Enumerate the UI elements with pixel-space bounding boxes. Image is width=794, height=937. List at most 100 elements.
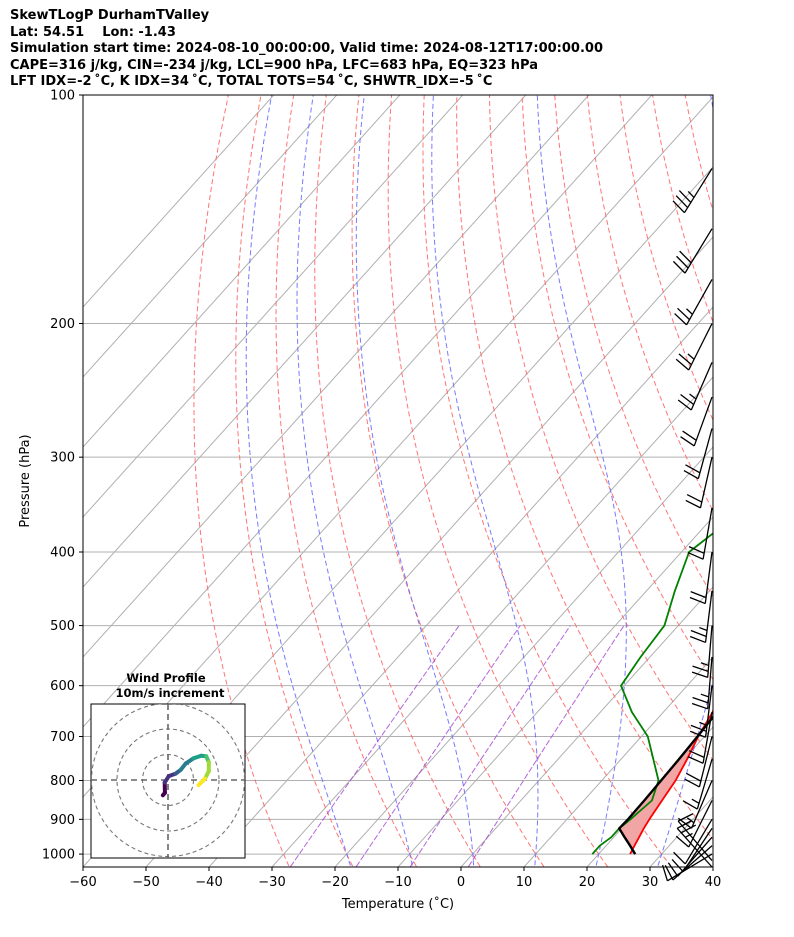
x-tick-label: 20 (579, 875, 596, 890)
chart-header: SkewTLogP DurhamTValley Lat: 54.51 Lon: -… (10, 8, 603, 91)
wind-barb-flag (676, 255, 689, 269)
wind-barb-flag (664, 864, 674, 881)
dry-adiabat-line (521, 95, 713, 681)
wind-barb-flag (691, 702, 708, 710)
x-tick-label: −60 (69, 875, 96, 890)
wind-barb-flag (683, 470, 699, 480)
wind-barb-flag (692, 696, 709, 704)
wind-barb-flag (678, 190, 692, 203)
wind-barb (672, 168, 713, 214)
wind-barb-staff (704, 590, 713, 643)
x-tick-label: −10 (384, 875, 411, 890)
dry-adiabat-line (619, 95, 713, 422)
wind-barb-staff (704, 551, 713, 604)
hodograph-subtitle: 10m/s increment (116, 686, 225, 700)
moist-adiabat-line (717, 78, 794, 873)
indices-line-2: LFT IDX=-2 ˚C, K IDX=34 ˚C, TOTAL TOTS=5… (10, 74, 493, 89)
wind-barb-flag (673, 851, 686, 865)
wind-barb-flag (691, 671, 708, 679)
wind-barb-half-flag (687, 191, 695, 198)
wind-barb (687, 711, 713, 764)
wind-barb (674, 279, 713, 326)
wind-barb-flag (672, 260, 686, 274)
wind-barb-staff (684, 819, 713, 865)
wind-barb-half-flag (686, 308, 693, 315)
wind-barb-staff (683, 168, 713, 214)
wind-barb-staff (693, 396, 713, 447)
y-tick-label: 800 (50, 774, 75, 789)
dry-adiabat-line (652, 95, 713, 324)
wind-barb-half-flag (699, 721, 708, 726)
wind-barb-flag (688, 750, 705, 758)
y-tick-label: 600 (50, 679, 75, 694)
parcel-profile-line (618, 715, 713, 855)
isotherm-line (83, 95, 590, 658)
cape-area (700, 710, 713, 733)
y-tick-label: 700 (50, 730, 75, 745)
wind-barb (687, 507, 713, 560)
wind-barb-flag (672, 200, 685, 214)
x-tick-label: −30 (258, 875, 285, 890)
wind-barb-staff (704, 685, 713, 738)
dry-adiabat-line (351, 95, 545, 867)
wind-barb (680, 396, 713, 447)
wind-barb-flag (682, 800, 698, 810)
wind-barb (675, 800, 713, 848)
wind-barb-flag (675, 358, 690, 371)
dry-adiabat-line (193, 95, 290, 867)
wind-barb-staff (707, 625, 713, 678)
wind-barb-staff (677, 820, 713, 862)
wind-barb (691, 625, 713, 679)
wind-barb-flag (679, 250, 692, 264)
wind-barb-flag (677, 307, 690, 321)
time-line: Simulation start time: 2024-08-10_00:00:… (10, 41, 603, 56)
isotherm-line (523, 656, 713, 867)
isotherm-line (460, 586, 713, 867)
dry-adiabat-line (714, 78, 794, 873)
wind-barb-flag (687, 756, 704, 764)
wind-barb-staff (690, 780, 713, 829)
wind-barb-half-flag (687, 353, 695, 360)
y-tick-label: 900 (50, 813, 75, 828)
moist-adiabat-line (296, 95, 414, 867)
wind-barb (685, 457, 713, 509)
hodograph-plot (91, 704, 245, 858)
wind-barb (672, 228, 713, 274)
title-line: SkewTLogP DurhamTValley (10, 8, 210, 23)
wind-barb-flag (678, 353, 692, 366)
wind-barb-flag (690, 724, 707, 732)
isotherm-line (712, 866, 713, 867)
isotherm-line (145, 236, 713, 867)
mixing-ratio-line (289, 625, 460, 867)
isotherm-line (271, 376, 713, 867)
wind-barb-staff (688, 800, 713, 848)
wind-barb (677, 780, 713, 829)
moist-adiabat-line (245, 95, 352, 867)
wind-barb-staff (696, 759, 713, 810)
wind-barb-flag (689, 635, 706, 644)
wind-barb-flag (675, 835, 690, 848)
moist-adiabat-line (431, 95, 539, 867)
wind-barb-flag (680, 824, 697, 834)
mixing-ratio-line (355, 625, 521, 867)
wind-barb-staff (682, 828, 713, 872)
wind-barb (689, 685, 713, 738)
dry-adiabat-line (314, 95, 481, 867)
y-tick-label: 400 (50, 546, 75, 561)
wind-barb (671, 828, 713, 873)
dry-adiabat-line (275, 95, 418, 867)
dry-adiabat-line (779, 78, 794, 873)
isotherm-line (334, 446, 713, 867)
wind-barb-flag (687, 551, 704, 560)
temperature-profile-line (629, 708, 713, 855)
wind-barb-flag (686, 493, 703, 503)
dry-adiabat-line (747, 78, 794, 873)
wind-barb-staff (702, 507, 713, 560)
dry-adiabat-line (235, 95, 354, 867)
hodograph-trace-segment (196, 776, 207, 788)
wind-barb-staff (677, 836, 713, 877)
wind-barb-staff (686, 279, 713, 326)
wind-barb-half-flag (699, 626, 708, 632)
wind-barb (689, 551, 713, 605)
wind-barb-half-flag (700, 693, 709, 698)
